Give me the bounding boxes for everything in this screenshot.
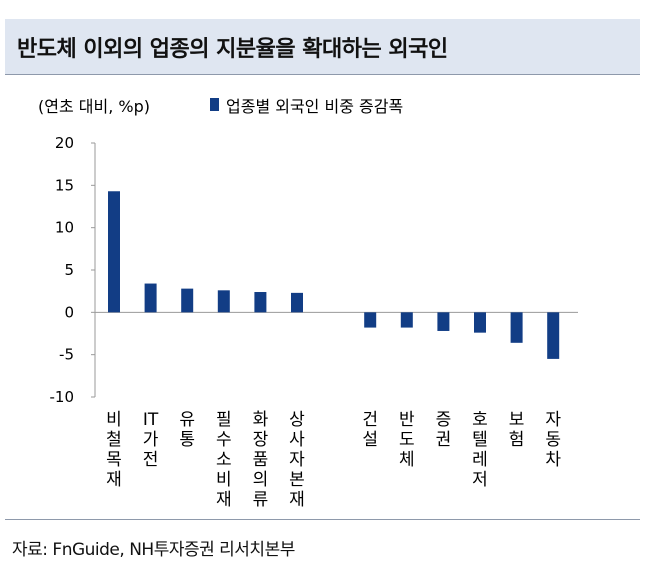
- bar: [254, 292, 267, 313]
- bar: [144, 283, 157, 313]
- bar: [181, 288, 194, 313]
- bar: [510, 312, 523, 343]
- y-tick-label: -5: [59, 346, 74, 364]
- legend-swatch: [210, 98, 219, 111]
- footer-divider: [5, 519, 640, 520]
- bars: [108, 191, 560, 359]
- unit-label: (연초 대비, %p): [38, 97, 150, 116]
- y-tick-label: 5: [64, 261, 74, 279]
- bar: [108, 191, 120, 313]
- title-bar: 반도체 이외의 업종의 지분율을 확대하는 외국인: [5, 19, 640, 75]
- page-title: 반도체 이외의 업종의 지분율을 확대하는 외국인: [17, 37, 448, 62]
- bar: [364, 312, 377, 328]
- bar: [217, 290, 230, 313]
- bar: [437, 312, 450, 331]
- category-labels: 비 철 목 재 IT 가 전 유 통 필 수 소 비 재 화 장 품 의 류 상 사 자 본 재 건 설 반 도 체 증 권 호 텔 레 저 보 험 자 동…: [106, 410, 561, 510]
- bar: [474, 312, 486, 333]
- y-tick-label: 0: [64, 303, 74, 321]
- legend-label: 업종별 외국인 비중 증감폭: [226, 97, 403, 116]
- bar: [400, 312, 413, 328]
- bar: [291, 292, 303, 313]
- y-tick-label: 20: [55, 134, 74, 152]
- y-tick-label: -10: [50, 388, 75, 406]
- bar: [547, 312, 560, 359]
- axes: 20 15 10 5 0 -5 -10: [50, 134, 578, 406]
- x-category-label: IT 가 전: [143, 410, 159, 470]
- y-tick-label: 10: [55, 219, 74, 237]
- y-tick-label: 15: [55, 176, 74, 194]
- source-note: 자료: FnGuide, NH투자증권 리서치본부: [12, 540, 295, 560]
